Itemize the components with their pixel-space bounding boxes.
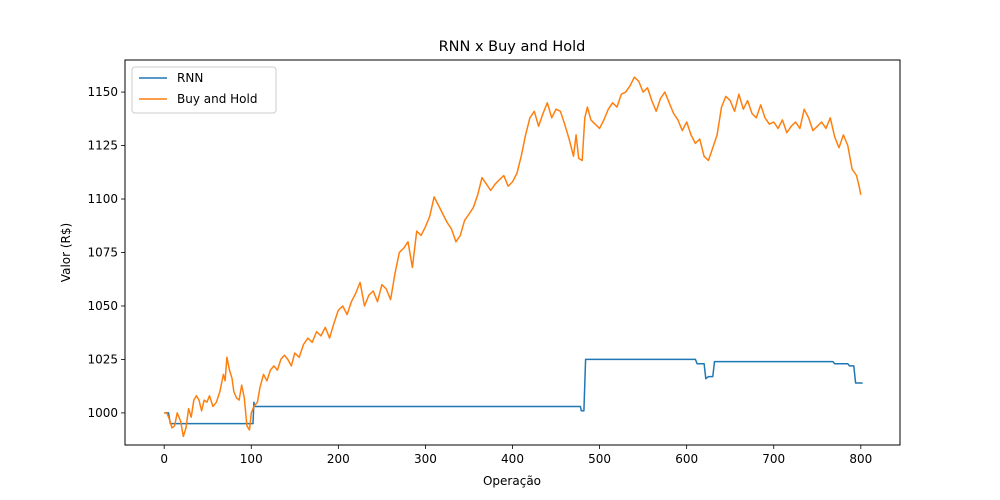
y-tick-label: 1100 xyxy=(87,192,118,206)
y-tick-label: 1025 xyxy=(87,352,118,366)
x-tick-label: 400 xyxy=(501,452,524,466)
x-tick-label: 800 xyxy=(849,452,872,466)
series-line-rnn xyxy=(164,358,863,425)
legend-label-buy-and-hold: Buy and Hold xyxy=(177,92,257,106)
y-tick-label: 1050 xyxy=(87,299,118,313)
y-tick-label: 1000 xyxy=(87,406,118,420)
y-axis: 1000 1025 1050 1075 1100 1125 1150 xyxy=(87,85,125,420)
legend-box xyxy=(131,66,277,114)
x-tick-label: 0 xyxy=(160,452,168,466)
series-layer xyxy=(164,76,863,438)
y-tick-label: 1125 xyxy=(87,139,118,153)
x-tick-label: 500 xyxy=(588,452,611,466)
y-tick-label: 1075 xyxy=(87,246,118,260)
x-tick-label: 200 xyxy=(327,452,350,466)
x-tick-label: 600 xyxy=(675,452,698,466)
series-line-buy-and-hold xyxy=(164,76,862,438)
x-tick-label: 300 xyxy=(414,452,437,466)
legend: RNN Buy and Hold xyxy=(131,66,277,114)
y-axis-label: Valor (R$) xyxy=(59,223,73,282)
chart-title: RNN x Buy and Hold xyxy=(439,39,586,55)
legend-label-rnn: RNN xyxy=(177,71,203,85)
y-tick-label: 1150 xyxy=(87,85,118,99)
x-tick-label: 700 xyxy=(762,452,785,466)
x-tick-label: 100 xyxy=(240,452,263,466)
x-axis-label: Operação xyxy=(483,474,541,488)
x-axis: 0 100 200 300 400 500 600 700 800 xyxy=(160,445,872,466)
